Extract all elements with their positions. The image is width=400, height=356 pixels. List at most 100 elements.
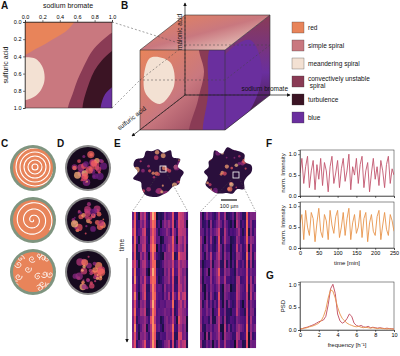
- kymograph-pixel: [132, 228, 134, 236]
- figure: ABCDEFG0.00.20.40.60.81.00.00.20.40.60.8…: [0, 0, 400, 356]
- kymograph-pixel: [252, 268, 254, 276]
- kymograph-pixel: [220, 268, 222, 276]
- tick: 0.0: [289, 193, 300, 199]
- kymograph-pixel: [184, 276, 186, 284]
- kymograph-pixel: [132, 220, 134, 228]
- kymograph-pixel: [254, 324, 256, 332]
- kymograph-pixel: [136, 300, 138, 308]
- blob: [71, 220, 78, 227]
- kymograph-pixel: [230, 308, 232, 316]
- kymograph-pixel: [144, 268, 146, 276]
- blob: [85, 225, 87, 227]
- blob: [84, 206, 91, 213]
- kymograph-pixel: [232, 260, 234, 268]
- kymograph-pixel: [154, 308, 156, 316]
- tick-mark: [338, 196, 339, 198]
- kymograph-pixel: [238, 244, 240, 252]
- kymograph-pixel: [230, 340, 232, 348]
- kymograph-pixel: [168, 244, 170, 252]
- kymograph-pixel: [174, 228, 176, 236]
- kymograph-pixel: [158, 228, 160, 236]
- kymograph-pixel: [218, 284, 220, 292]
- kymograph-pixel: [164, 268, 166, 276]
- kymograph-pixel: [232, 292, 234, 300]
- spot: [234, 147, 238, 151]
- kymograph-pixel: [216, 260, 218, 268]
- kymograph-pixel: [252, 260, 254, 268]
- wave: [41, 272, 47, 277]
- kymograph-pixel: [174, 284, 176, 292]
- kymograph-pixel: [138, 292, 140, 300]
- tick: 0.4: [14, 54, 25, 60]
- kymograph-pixel: [142, 244, 144, 252]
- kymograph-pixel: [210, 316, 212, 324]
- kymograph-pixel: [218, 300, 220, 308]
- kymograph-pixel: [134, 252, 136, 260]
- kymograph-pixel: [226, 268, 228, 276]
- kymograph-pixel: [208, 316, 210, 324]
- kymograph-pixel: [208, 212, 210, 220]
- kymograph-pixel: [156, 268, 158, 276]
- kymograph-pixel: [204, 236, 206, 244]
- kymograph-pixel: [158, 212, 160, 220]
- kymograph-pixel: [254, 268, 256, 276]
- tick: [375, 196, 376, 198]
- kymograph-pixel: [210, 228, 212, 236]
- kymograph-pixel: [214, 212, 216, 220]
- specimen-texture: [134, 150, 182, 197]
- axis-line: [298, 283, 301, 331]
- kymograph-pixel: [202, 316, 204, 324]
- axis-line: [298, 151, 301, 197]
- tick-mark: [319, 196, 320, 198]
- tick-mark: [375, 196, 376, 198]
- tick: 0.6: [14, 71, 25, 77]
- blob: [100, 160, 103, 163]
- kymograph-pixel: [212, 308, 214, 316]
- kymograph-pixel: [160, 268, 162, 276]
- kymograph-pixel: [136, 212, 138, 220]
- kymograph-pixel: [214, 268, 216, 276]
- kymograph-pixel: [202, 220, 204, 228]
- kymograph-pixel: [250, 276, 252, 284]
- kymograph-pixel: [216, 284, 218, 292]
- kymograph-pixel: [140, 268, 142, 276]
- kymograph-pixel: [162, 252, 164, 260]
- blob: [88, 256, 90, 258]
- kymograph-pixel: [144, 292, 146, 300]
- kymograph-pixel: [222, 228, 224, 236]
- kymograph-pixel: [244, 252, 246, 260]
- kymograph-pixel: [152, 284, 154, 292]
- tick: 4: [337, 330, 340, 338]
- kymograph-pixel: [186, 212, 188, 220]
- kymograph-pixel: [148, 324, 150, 332]
- kymograph-pixel: [142, 220, 144, 228]
- spot: [162, 185, 164, 187]
- kymograph-pixel: [168, 212, 170, 220]
- tick: 0.5: [289, 172, 300, 178]
- kymograph-pixel: [216, 308, 218, 316]
- kymograph-pixel: [224, 324, 226, 332]
- blob: [96, 277, 99, 280]
- kymograph-pixel: [234, 332, 236, 340]
- kymograph-pixel: [216, 332, 218, 340]
- kymograph-pixel: [222, 212, 224, 220]
- kymograph-pixel: [218, 244, 220, 252]
- tick: 250: [390, 248, 399, 256]
- kymograph-pixel: [216, 212, 218, 220]
- spot: [174, 165, 180, 171]
- kymograph-pixel: [234, 340, 236, 348]
- kymograph-pixel: [172, 252, 174, 260]
- kymograph-pixel: [134, 300, 136, 308]
- label: PSD: [280, 299, 286, 312]
- kymograph-pixel: [224, 212, 226, 220]
- blob: [98, 269, 105, 276]
- kymograph-pixel: [180, 292, 182, 300]
- kymograph-pixel: [206, 260, 208, 268]
- kymograph-pixel: [224, 252, 226, 260]
- kymograph-pixel: [162, 308, 164, 316]
- kymograph-pixel: [172, 316, 174, 324]
- kymograph-pixel: [216, 252, 218, 260]
- cube-edge: [225, 50, 226, 130]
- time-arrow: [127, 258, 128, 342]
- kymograph-pixel: [162, 244, 164, 252]
